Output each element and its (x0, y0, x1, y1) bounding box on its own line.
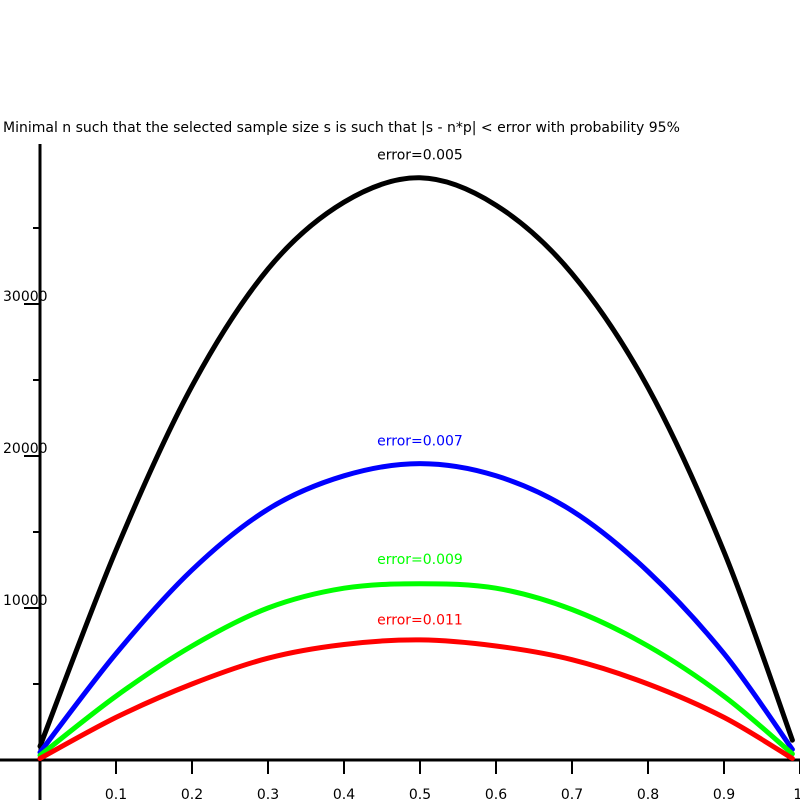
chart-title: Minimal n such that the selected sample … (3, 120, 680, 136)
series-labels: error=0.005 error=0.007 error=0.009 error=0… (377, 148, 463, 629)
series-label: error=0.011 (377, 613, 463, 629)
x-tick-label: 0.8 (637, 787, 659, 800)
series-label: error=0.005 (377, 148, 463, 164)
x-tick-label: 0.3 (257, 787, 279, 800)
series-line (37, 581, 795, 758)
x-tick-label: 0.7 (561, 787, 583, 800)
series-line (37, 175, 795, 749)
series-label: error=0.007 (377, 433, 463, 449)
x-tick-label: 0.1 (105, 787, 127, 800)
series-layer (37, 175, 795, 761)
x-tick-label: 0.2 (181, 787, 203, 800)
series-line (37, 637, 795, 761)
y-tick-label: 20000 (3, 441, 48, 457)
y-tick-label: 10000 (3, 593, 48, 609)
x-tick-label: 0.5 (409, 787, 431, 800)
x-tick-label: 1. (793, 787, 800, 800)
x-tick-label: 0.6 (485, 787, 507, 800)
axes: 0.1 0.2 0.3 0.4 0.5 0.6 0.7 0.8 0.9 1. 10000 20000 3… (0, 144, 800, 800)
x-tick-label: 0.9 (713, 787, 735, 800)
series-label: error=0.009 (377, 552, 463, 568)
y-tick-label: 30000 (3, 289, 48, 305)
series-line (37, 461, 795, 755)
x-tick-label: 0.4 (333, 787, 355, 800)
